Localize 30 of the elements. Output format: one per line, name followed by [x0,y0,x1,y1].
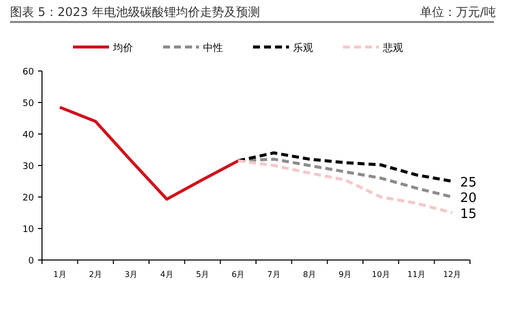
y-tick-label: 30 [22,162,34,172]
x-tick-label: 11月 [407,270,426,279]
chart-title: 图表 5：2023 年电池级碳酸锂均价走势及预测 [10,5,260,19]
line-series [236,159,454,214]
line-series [236,151,454,183]
y-tick-label: 0 [28,256,34,266]
y-tick-label: 60 [22,68,34,78]
data-label: 20 [460,191,477,206]
chart-subtitle: 单位：万元/吨 [420,5,496,19]
x-tick-label: 8月 [302,270,316,279]
x-tick-label: 10月 [372,270,390,279]
legend-label: 悲观 [382,42,403,54]
x-tick-label: 4月 [160,270,174,279]
y-tick-label: 50 [22,99,34,109]
legend-label: 中性 [203,42,223,54]
data-label: 25 [460,175,477,190]
x-tick-label: 9月 [338,270,352,279]
x-tick-label: 7月 [267,270,280,279]
x-tick-label: 1月 [53,270,66,279]
y-tick-label: 10 [22,225,34,235]
data-label: 15 [460,206,477,222]
x-tick-label: 3月 [124,270,138,279]
x-tick-label: 2月 [88,270,102,279]
x-tick-label: 12月 [443,270,462,279]
y-tick-label: 40 [22,130,34,140]
x-tick-label: 6月 [232,270,245,279]
x-tick-label: 5月 [196,270,210,279]
legend-label: 乐观 [293,42,313,54]
legend-label: 均价 [112,42,133,54]
y-tick-label: 20 [22,194,34,204]
